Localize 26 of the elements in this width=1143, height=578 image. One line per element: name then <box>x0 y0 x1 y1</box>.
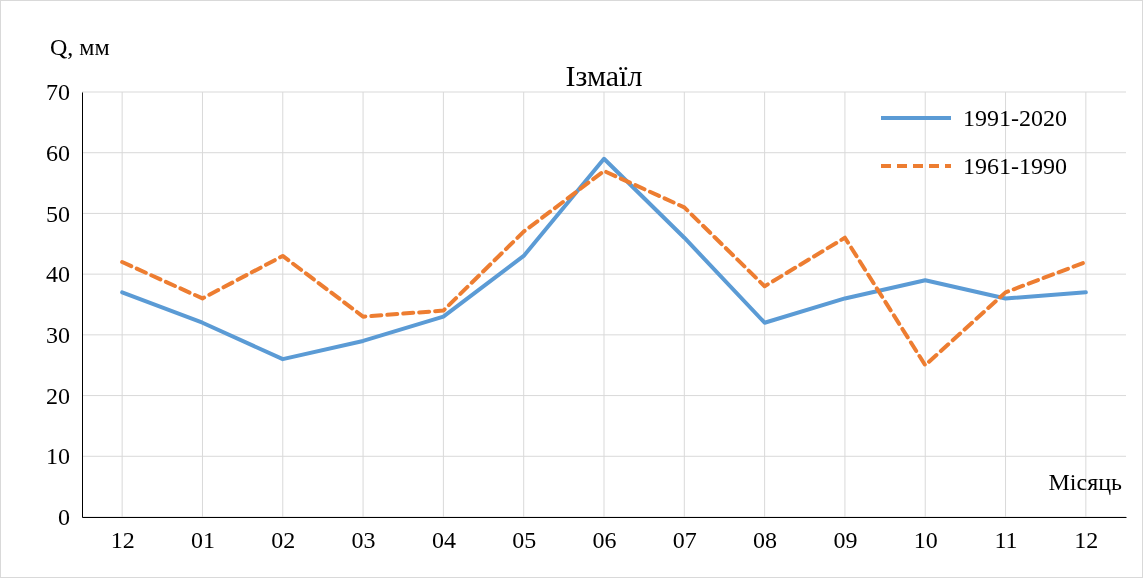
chart-title: Ізмаїл <box>565 59 643 92</box>
x-tick-label: 06 <box>592 527 617 554</box>
legend-label: 1961-1990 <box>963 153 1067 179</box>
y-tick-label: 50 <box>46 200 70 227</box>
x-axis-title: Місяць <box>1048 469 1123 495</box>
x-tick-label: 08 <box>753 527 778 554</box>
legend-label: 1991-2020 <box>963 105 1067 131</box>
x-tick-label: 01 <box>190 527 215 554</box>
y-tick-label: 70 <box>46 79 70 106</box>
x-tick-label: 04 <box>431 527 456 554</box>
y-tick-label: 0 <box>58 504 70 531</box>
x-tick-label: 02 <box>271 527 296 554</box>
x-tick-label: 12 <box>1074 527 1099 554</box>
y-tick-label: 20 <box>46 382 70 409</box>
x-tick-label: 11 <box>994 527 1018 554</box>
y-tick-label: 30 <box>46 322 70 349</box>
y-tick-label: 10 <box>46 443 70 470</box>
x-tick-label: 09 <box>833 527 858 554</box>
x-tick-label: 12 <box>110 527 135 554</box>
x-tick-label: 05 <box>512 527 537 554</box>
x-tick-label: 03 <box>351 527 376 554</box>
x-tick-label: 10 <box>913 527 938 554</box>
y-tick-label: 60 <box>46 139 70 166</box>
y-axis-title: Q, мм <box>50 34 110 60</box>
y-tick-label: 40 <box>46 261 70 288</box>
x-tick-label: 07 <box>672 527 697 554</box>
